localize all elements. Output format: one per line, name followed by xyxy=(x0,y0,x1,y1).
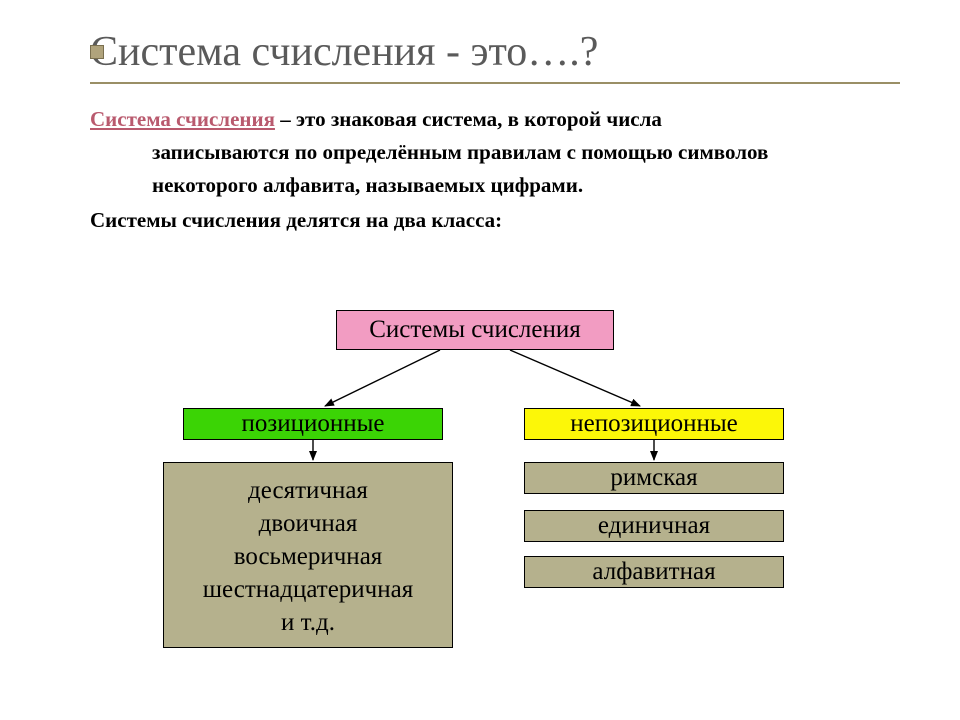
node-positional: позиционные xyxy=(183,408,443,440)
title-underline xyxy=(90,82,900,84)
node-right-item-0-label: римская xyxy=(610,464,697,492)
arrow-1 xyxy=(510,350,640,406)
node-positional-label: позиционные xyxy=(241,410,384,438)
node-root-label: Системы счисления xyxy=(369,316,581,344)
definition-rest: – это знаковая система, в которой числа xyxy=(275,107,662,131)
left-list-line-4: и т.д. xyxy=(281,606,335,639)
node-right-item-0: римская xyxy=(524,462,784,494)
node-right-item-2-label: алфавитная xyxy=(592,558,715,586)
node-left-list: десятичнаядвоичнаявосьмеричнаяшестнадцат… xyxy=(163,462,453,648)
title-row: Система счисления - это….? xyxy=(90,28,900,76)
left-list-line-3: шестнадцатеричная xyxy=(203,573,413,606)
node-root: Системы счисления xyxy=(336,310,614,350)
node-right-item-1-label: единичная xyxy=(598,512,710,540)
subheading: Системы счисления делятся на два класса: xyxy=(90,207,900,234)
left-list-line-2: восьмеричная xyxy=(234,540,383,573)
node-right-item-1: единичная xyxy=(524,510,784,542)
definition-line3: некоторого алфавита, называемых цифрами. xyxy=(90,172,900,199)
page-title: Система счисления - это….? xyxy=(90,28,598,76)
definition-line2: записываются по определённым правилам с … xyxy=(90,139,900,166)
left-list-line-1: двоичная xyxy=(259,507,358,540)
arrow-0 xyxy=(325,350,440,406)
definition-line1: Система счисления – это знаковая система… xyxy=(90,106,900,133)
node-nonpositional-label: непозиционные xyxy=(570,410,738,438)
node-right-item-2: алфавитная xyxy=(524,556,784,588)
definition-term: Система счисления xyxy=(90,107,275,131)
node-nonpositional: непозиционные xyxy=(524,408,784,440)
left-list-line-0: десятичная xyxy=(248,474,368,507)
